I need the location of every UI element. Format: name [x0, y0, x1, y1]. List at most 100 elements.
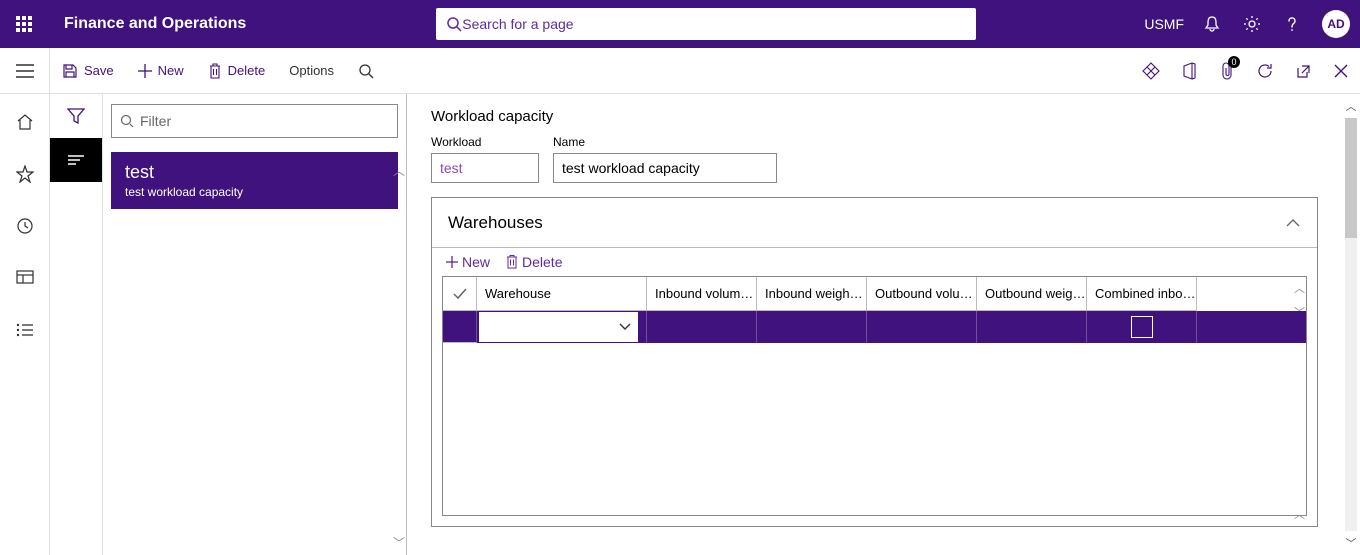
main-scrollbar[interactable]: ︿ ﹀ — [1342, 94, 1360, 555]
col-inbound-volume[interactable]: Inbound volum… — [647, 277, 757, 311]
attachments-button[interactable]: 0 — [1208, 48, 1246, 94]
list-filter-input[interactable] — [140, 113, 389, 129]
main-content: Workload capacity Workload Name Warehous… — [407, 94, 1360, 555]
rail-favorites[interactable] — [0, 156, 50, 192]
list-item[interactable]: test test workload capacity — [111, 152, 398, 209]
section-title: Warehouses — [448, 213, 543, 233]
options-label: Options — [289, 63, 334, 78]
trash-icon — [506, 255, 518, 269]
save-label: Save — [84, 63, 114, 78]
new-label: New — [158, 63, 184, 78]
new-button[interactable]: New — [126, 48, 196, 94]
combined-checkbox[interactable] — [1131, 316, 1153, 338]
col-outbound-volume[interactable]: Outbound volu… — [867, 277, 977, 311]
scroll-up-icon[interactable]: ︿ — [1342, 94, 1360, 118]
workload-label: Workload — [431, 135, 539, 149]
list-item-title: test — [125, 162, 384, 183]
section-header[interactable]: Warehouses — [432, 198, 1317, 248]
waffle-icon — [16, 16, 32, 32]
cell-warehouse[interactable] — [477, 311, 647, 343]
grid-select-all[interactable] — [443, 277, 477, 311]
workload-input[interactable] — [431, 153, 539, 183]
help-button[interactable] — [1272, 0, 1312, 48]
scroll-thumb[interactable] — [1345, 118, 1357, 238]
star-icon — [16, 165, 34, 183]
grid-delete-label: Delete — [522, 254, 562, 270]
user-avatar[interactable]: AD — [1322, 10, 1350, 38]
workspace-icon — [16, 270, 34, 286]
cell-inbound-weight[interactable] — [757, 311, 867, 343]
app-launcher[interactable] — [0, 0, 48, 48]
col-warehouse[interactable]: Warehouse — [477, 277, 647, 311]
global-search-input[interactable] — [462, 16, 966, 32]
grid-new-label: New — [462, 254, 490, 270]
col-combined[interactable]: Combined inbo… — [1087, 277, 1197, 311]
question-icon — [1283, 15, 1301, 33]
search-icon — [446, 16, 462, 32]
name-label: Name — [553, 135, 777, 149]
office-icon — [1181, 62, 1197, 80]
rail-modules[interactable] — [0, 312, 50, 348]
notifications-button[interactable] — [1192, 0, 1232, 48]
cell-outbound-volume[interactable] — [867, 311, 977, 343]
warehouses-grid: Warehouse Inbound volum… Inbound weigh… … — [442, 276, 1307, 516]
options-button[interactable]: Options — [277, 48, 346, 94]
app-title: Finance and Operations — [48, 15, 246, 33]
popout-button[interactable] — [1284, 48, 1322, 94]
row-marker[interactable] — [443, 311, 477, 343]
chevron-down-icon — [619, 323, 631, 331]
cell-outbound-weight[interactable] — [977, 311, 1087, 343]
save-button[interactable]: Save — [50, 48, 126, 94]
grid-row[interactable] — [443, 311, 1306, 343]
save-icon — [62, 63, 78, 79]
cell-combined[interactable] — [1087, 311, 1197, 343]
global-search[interactable] — [436, 8, 976, 40]
diamond-icon — [1142, 62, 1160, 80]
trash-icon — [208, 63, 222, 79]
record-list: test test workload capacity ︿ ﹀ — [102, 94, 407, 555]
list-item-subtitle: test workload capacity — [125, 185, 384, 199]
search-icon — [358, 63, 374, 79]
warehouses-section: Warehouses New Delete Warehouse — [431, 197, 1318, 527]
menu-icon — [16, 64, 34, 78]
funnel-icon — [67, 108, 85, 124]
plus-icon — [138, 64, 152, 78]
chevron-up-icon — [1285, 218, 1301, 228]
name-input[interactable] — [553, 153, 777, 183]
rail-recent[interactable] — [0, 208, 50, 244]
nav-toggle[interactable] — [0, 48, 50, 94]
delete-label: Delete — [228, 63, 266, 78]
col-inbound-weight[interactable]: Inbound weigh… — [757, 277, 867, 311]
search-icon — [120, 114, 134, 128]
warehouse-dropdown[interactable] — [479, 312, 638, 342]
settings-button[interactable] — [1232, 0, 1272, 48]
company-label[interactable]: USMF — [1144, 16, 1192, 32]
left-rail — [0, 94, 50, 555]
scroll-track[interactable] — [1345, 118, 1357, 531]
action-search-button[interactable] — [346, 48, 386, 94]
col-outbound-weight[interactable]: Outbound weig… — [977, 277, 1087, 311]
refresh-button[interactable] — [1246, 48, 1284, 94]
cell-inbound-volume[interactable] — [647, 311, 757, 343]
list-scroll-up[interactable]: ︿ — [393, 162, 405, 179]
grid-new-button[interactable]: New — [446, 254, 490, 270]
grid-scroll-up2[interactable]: ︿ — [1294, 502, 1305, 526]
attach-count: 0 — [1228, 56, 1240, 68]
list-view-toggle[interactable] — [50, 138, 102, 182]
grid-delete-button[interactable]: Delete — [506, 254, 562, 270]
grid-scroll-up[interactable]: ︿ — [1294, 276, 1305, 300]
close-button[interactable] — [1322, 48, 1360, 94]
product-icon-button[interactable] — [1132, 48, 1170, 94]
list-nav — [50, 94, 102, 555]
scroll-down-icon[interactable]: ﹀ — [1342, 531, 1360, 555]
list-filter-toggle[interactable] — [50, 94, 102, 138]
list-scroll-down[interactable]: ﹀ — [393, 534, 405, 551]
home-icon — [16, 113, 34, 131]
grid-scroll-down[interactable]: ﹀ — [1294, 300, 1305, 324]
list-filter[interactable] — [111, 104, 398, 138]
delete-button[interactable]: Delete — [196, 48, 278, 94]
rail-home[interactable] — [0, 104, 50, 140]
rail-workspaces[interactable] — [0, 260, 50, 296]
office-button[interactable] — [1170, 48, 1208, 94]
popout-icon — [1295, 63, 1311, 79]
